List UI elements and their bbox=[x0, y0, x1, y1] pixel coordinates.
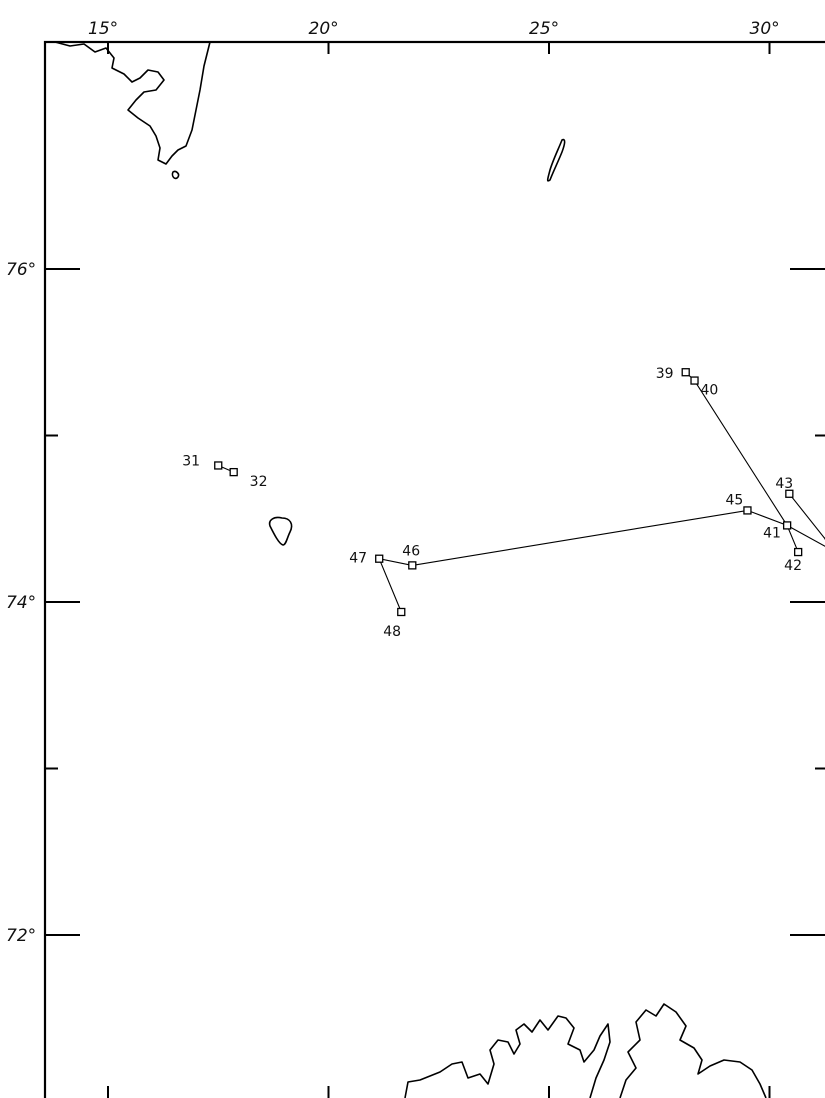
station-label: 44 bbox=[824, 530, 825, 546]
station-marker bbox=[785, 489, 794, 498]
coast-norway-north bbox=[404, 1003, 767, 1098]
station-marker bbox=[794, 547, 803, 557]
station-label: 45 bbox=[725, 492, 743, 508]
station-label: 39 bbox=[656, 366, 674, 382]
station-label: 47 bbox=[349, 551, 367, 567]
station-marker bbox=[408, 561, 417, 570]
coast-islet bbox=[171, 170, 180, 180]
lat-label: 74° bbox=[6, 593, 36, 613]
station-marker bbox=[690, 376, 699, 385]
station-marker bbox=[743, 506, 752, 515]
station-label: 48 bbox=[383, 624, 401, 640]
station-label: 40 bbox=[701, 383, 719, 399]
station-marker bbox=[397, 607, 406, 617]
lat-label: 72° bbox=[6, 926, 36, 946]
map-frame bbox=[43, 40, 825, 1098]
coast-hopen-island bbox=[546, 138, 566, 182]
station-marker bbox=[214, 461, 223, 470]
station-label: 41 bbox=[763, 525, 781, 541]
lon-label: 25° bbox=[529, 19, 559, 39]
station-marker bbox=[375, 554, 384, 563]
lat-label: 76° bbox=[6, 260, 36, 280]
ship-track bbox=[378, 493, 825, 613]
coast-bear-island bbox=[268, 516, 293, 546]
lon-label: 20° bbox=[309, 19, 339, 39]
station-label: 46 bbox=[402, 543, 420, 559]
lon-label: 15° bbox=[88, 19, 118, 39]
station-marker bbox=[681, 368, 690, 377]
station-label: 43 bbox=[775, 476, 793, 492]
station-marker bbox=[229, 467, 238, 477]
station-label: 31 bbox=[182, 453, 200, 469]
lon-label: 30° bbox=[750, 19, 780, 39]
station-marker bbox=[782, 521, 792, 530]
graticule: 15° 20° 25° 30° 76° 74° 72° bbox=[6, 19, 825, 1098]
coastlines bbox=[54, 41, 767, 1098]
ship-track bbox=[685, 371, 799, 553]
coast-spitsbergen-south bbox=[54, 41, 211, 165]
station-label: 42 bbox=[784, 558, 802, 574]
station-label: 32 bbox=[250, 474, 268, 490]
stations: 31 32 39 40 41 42 43 44 45 46 47 48 bbox=[182, 366, 825, 640]
